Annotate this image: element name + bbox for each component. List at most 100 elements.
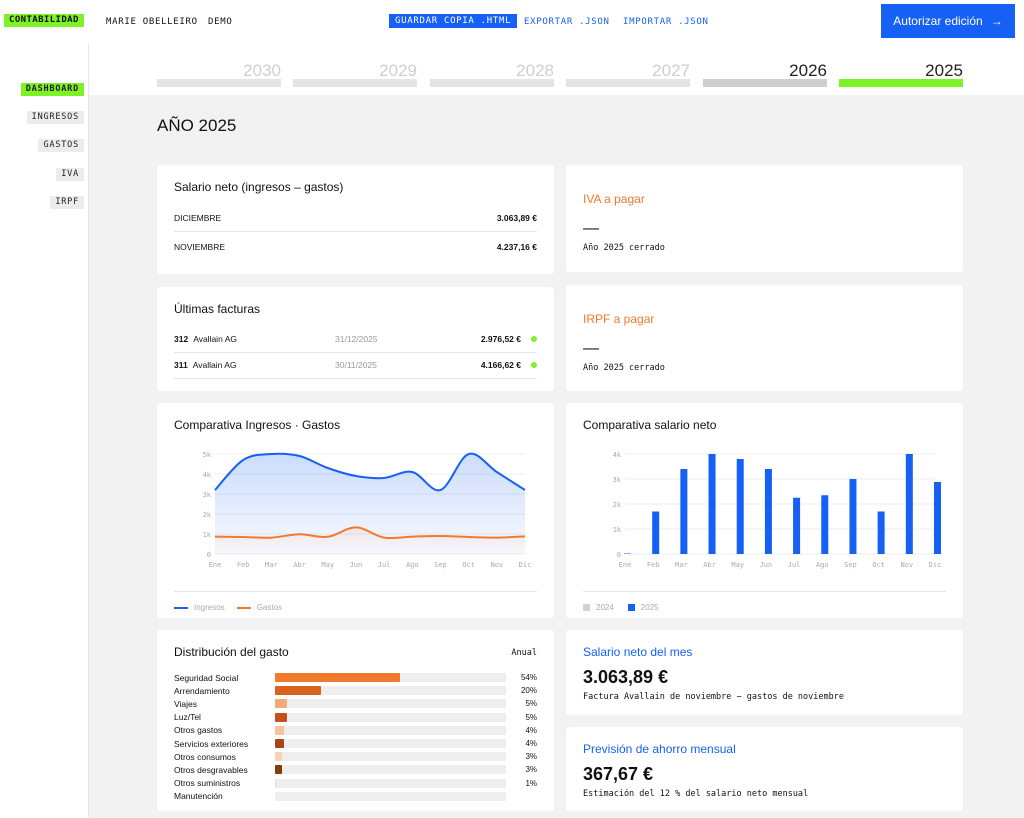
invoice-amount: 2.976,52 € [480, 333, 521, 344]
card-title: Salario neto del mes [583, 645, 693, 659]
amount-value: 4.237,16 € [496, 242, 537, 252]
year-tab-2026[interactable]: 2026 [703, 44, 827, 87]
distribution-row: Otros gastos 4% [174, 724, 537, 737]
legend-label: Ingresos [194, 603, 225, 612]
distribution-label: Otros suministros [174, 778, 241, 789]
year-bar [430, 79, 554, 87]
x-tick-label: Nov [900, 561, 913, 569]
iva-card: IVA a pagar — Año 2025 cerrado [566, 165, 963, 272]
invoice-date: 30/11/2025 [335, 359, 377, 370]
salary-bar [821, 495, 829, 554]
y-tick-label: 5k [203, 451, 212, 459]
distribution-percent: 3% [525, 765, 537, 775]
x-tick-label: Ene [619, 561, 632, 569]
year-tabs: 2030 2029 2028 2027 2026 2025 [89, 44, 1024, 95]
sidebar-item-irpf[interactable]: IRPF [50, 196, 84, 209]
authorize-edit-button[interactable]: Autorizar edición → [881, 4, 1015, 38]
save-copy-button[interactable]: GUARDAR COPIA .HTML [389, 14, 518, 28]
status-dot-icon [531, 361, 537, 368]
year-tab-2028[interactable]: 2028 [430, 44, 554, 87]
distribution-bar [275, 752, 282, 762]
distribution-track [275, 752, 506, 762]
legend-divider [583, 591, 946, 592]
y-tick-label: 3k [203, 491, 212, 499]
distribution-label: Otros desgravables [174, 764, 248, 775]
x-tick-label: May [731, 561, 744, 569]
x-tick-label: Mar [265, 561, 278, 569]
year-tab-2027[interactable]: 2027 [566, 44, 690, 87]
x-tick-label: Sep [844, 561, 857, 569]
import-json-button[interactable]: IMPORTAR .JSON [623, 17, 709, 27]
distribution-percent: 20% [520, 686, 537, 696]
net-month-note: Factura Avallain de noviembre − gastos d… [583, 692, 844, 702]
card-title: Distribución del gasto [174, 645, 289, 659]
card-title: Previsión de ahorro mensual [583, 742, 736, 756]
irpf-value: — [583, 340, 599, 357]
distribution-label: Arrendamiento [174, 685, 230, 696]
year-bar [566, 79, 690, 87]
legend-swatch [236, 606, 251, 609]
x-tick-label: Jul [378, 561, 391, 569]
salary-bar [849, 479, 857, 554]
y-tick-label: 2k [203, 511, 212, 519]
table-row[interactable]: 311 Avallain AG 30/11/2025 4.166,62 € [174, 351, 537, 379]
brand-logo[interactable]: CONTABILIDAD [4, 14, 84, 27]
income-expense-chart: 0 1k 2k 3k 4k 5k Ene Feb Mar Abr May Jun Jul Ago Sep Oc… [203, 451, 532, 569]
invoice-client: Avallain AG [192, 359, 237, 370]
year-tab-2025[interactable]: 2025 [839, 44, 963, 87]
export-json-button[interactable]: EXPORTAR .JSON [524, 17, 610, 27]
distribution-bar [275, 739, 285, 748]
sidebar-item-iva[interactable]: IVA [56, 168, 84, 181]
distribution-percent: 3% [525, 752, 537, 762]
distribution-percent: 1% [525, 778, 537, 788]
card-title: IVA a pagar [583, 192, 645, 206]
distribution-row: Servicios exteriores 4% [174, 737, 537, 750]
mode-label: DEMO [208, 17, 233, 27]
y-tick-label: 1k [203, 531, 212, 539]
distribution-percent: 5% [525, 699, 537, 709]
x-tick-label: Jun [350, 561, 363, 569]
amount-value: 3.063,89 € [496, 212, 537, 223]
distribution-row: Seguridad Social 54% [174, 671, 537, 684]
table-row[interactable]: 312 Avallain AG 31/12/2025 2.976,52 € [174, 325, 537, 353]
x-tick-label: Sep [434, 561, 447, 569]
salary-bar [877, 511, 885, 554]
distribution-row: Viajes 5% [174, 697, 537, 710]
authorize-edit-label: Autorizar edición [893, 14, 983, 28]
arrow-right-icon: → [990, 14, 1003, 28]
sidebar: DASHBOARD INGRESOS GASTOS IVA IRPF [0, 44, 89, 818]
x-tick-label: Jul [788, 561, 801, 569]
legend-swatch [627, 604, 635, 611]
sidebar-item-dashboard[interactable]: DASHBOARD [20, 83, 84, 96]
distribution-track [275, 791, 506, 801]
year-tab-2029[interactable]: 2029 [293, 44, 417, 87]
salary-bar [736, 459, 744, 554]
month-label: NOVIEMBRE [174, 242, 226, 252]
series-area [215, 527, 525, 554]
iva-value: — [583, 220, 599, 237]
user-name: MARIE OBELLEIRO [106, 17, 198, 27]
y-tick-label: 1k [613, 526, 622, 534]
card-title: Últimas facturas [174, 302, 261, 316]
y-tick-label: 0 [207, 551, 211, 559]
year-label: 2030 [243, 61, 281, 80]
year-label: 2029 [379, 61, 417, 80]
year-tab-2030[interactable]: 2030 [157, 44, 281, 87]
net-month-card: Salario neto del mes 3.063,89 € Factura … [566, 630, 963, 715]
net-salary-chart-card: Comparativa salario neto 0 1k 2k 3k 4k Ene Feb… [566, 403, 963, 618]
sidebar-item-ingresos[interactable]: INGRESOS [26, 111, 84, 124]
year-bar [293, 79, 417, 87]
distribution-row: Manutención [174, 790, 537, 803]
distribution-bar [275, 673, 400, 682]
card-title: Salario neto (ingresos – gastos) [174, 180, 344, 194]
net-month-value: 3.063,89 € [583, 667, 669, 687]
y-tick-label: 4k [613, 451, 622, 459]
invoice-client: Avallain AG [193, 333, 237, 344]
distribution-row: Luz/Tel 5% [174, 711, 537, 724]
distribution-percent: 4% [525, 725, 537, 735]
table-row: DICIEMBRE 3.063,89 € [174, 204, 537, 232]
distribution-track [275, 699, 506, 709]
distribution-row: Otros desgravables 3% [174, 763, 537, 776]
series-area [215, 453, 525, 554]
sidebar-item-gastos[interactable]: GASTOS [38, 139, 84, 152]
